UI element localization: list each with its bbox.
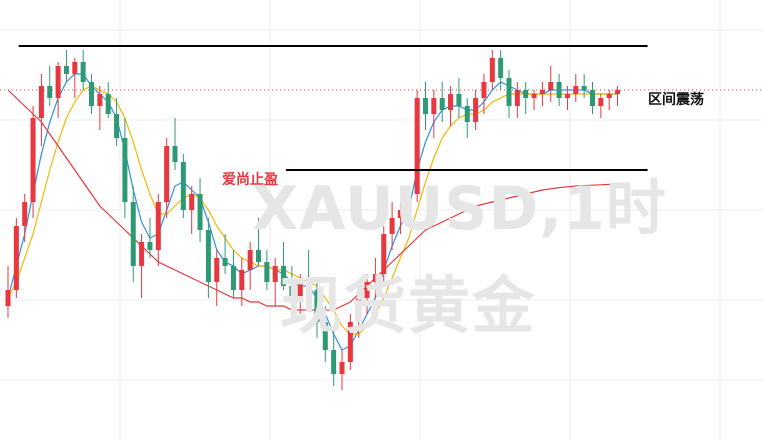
candle-body [281,266,287,286]
candle-body [498,58,504,78]
candle-body [72,62,78,74]
candle-body [256,250,261,262]
candle-body [222,258,228,266]
candle-body [13,226,19,290]
candle-body [205,230,211,282]
candle-body [38,86,44,118]
candle-body [122,138,128,202]
candle-body [63,66,69,74]
candle-body [406,194,412,210]
watermark-instrument-name: 现货黄金 [280,269,537,342]
candle-body [564,94,570,98]
candle-body [389,218,395,234]
brand-annotation: 爱尚止盈 [222,172,278,188]
candle-body [172,146,178,162]
candle-body [448,94,454,110]
watermark-symbol: XAUUSD,1时 [252,174,667,244]
candle-body [139,242,145,266]
candle-body [147,242,153,250]
candle-body [372,274,378,282]
candle-body [247,250,253,270]
candle-body [364,282,370,298]
candle-body [431,98,437,114]
candle-body [606,94,612,98]
candle-body [548,82,554,90]
candle-body [556,82,562,98]
candle-body [456,94,462,106]
candle-body [473,98,479,122]
candle-body [590,90,595,106]
range-annotation: 区间震荡 [648,92,704,108]
candle-body [214,258,220,282]
candle-body [89,82,94,106]
candle-body [164,146,170,202]
candle-body [105,94,111,114]
candle-body [598,98,604,106]
candle-body [581,86,587,90]
candle-body [423,98,428,114]
candle-body [489,58,495,82]
candle-body [381,234,387,274]
ma-slow-line [7,89,618,311]
candle-body [114,114,120,138]
candle-body [615,90,621,94]
candle-body [331,350,337,374]
candle-body [5,290,11,306]
candle-body [439,98,445,110]
candle-body [464,106,470,122]
candle-body [264,262,270,282]
candle-body [189,194,195,210]
candle-body [573,86,579,94]
candle-body [514,90,520,106]
candle-body [297,278,303,298]
candle-body [130,202,136,266]
candle-body [80,62,86,82]
candle-body [180,162,186,210]
candle-body [339,362,345,374]
candle-body [230,266,236,290]
candle-body [322,322,328,350]
candle-body [22,202,28,226]
candle-body [55,66,61,98]
candle-body [30,118,36,202]
candle-body [531,94,537,98]
candle-body [414,98,420,194]
candle-body [155,202,161,250]
candle-body [47,86,53,98]
candle-body [272,266,278,282]
candle-body [314,290,320,322]
candle-body [289,286,295,298]
candle-body [506,78,512,106]
candle-body [481,82,487,98]
candle-body [356,298,362,322]
candle-body [523,90,529,98]
candle-body [539,90,545,94]
candle-body [239,270,245,290]
candle-body [347,322,353,362]
candle-body [397,210,403,218]
candle-body [97,94,103,106]
candle-body [306,278,312,290]
candle-body [197,194,203,230]
